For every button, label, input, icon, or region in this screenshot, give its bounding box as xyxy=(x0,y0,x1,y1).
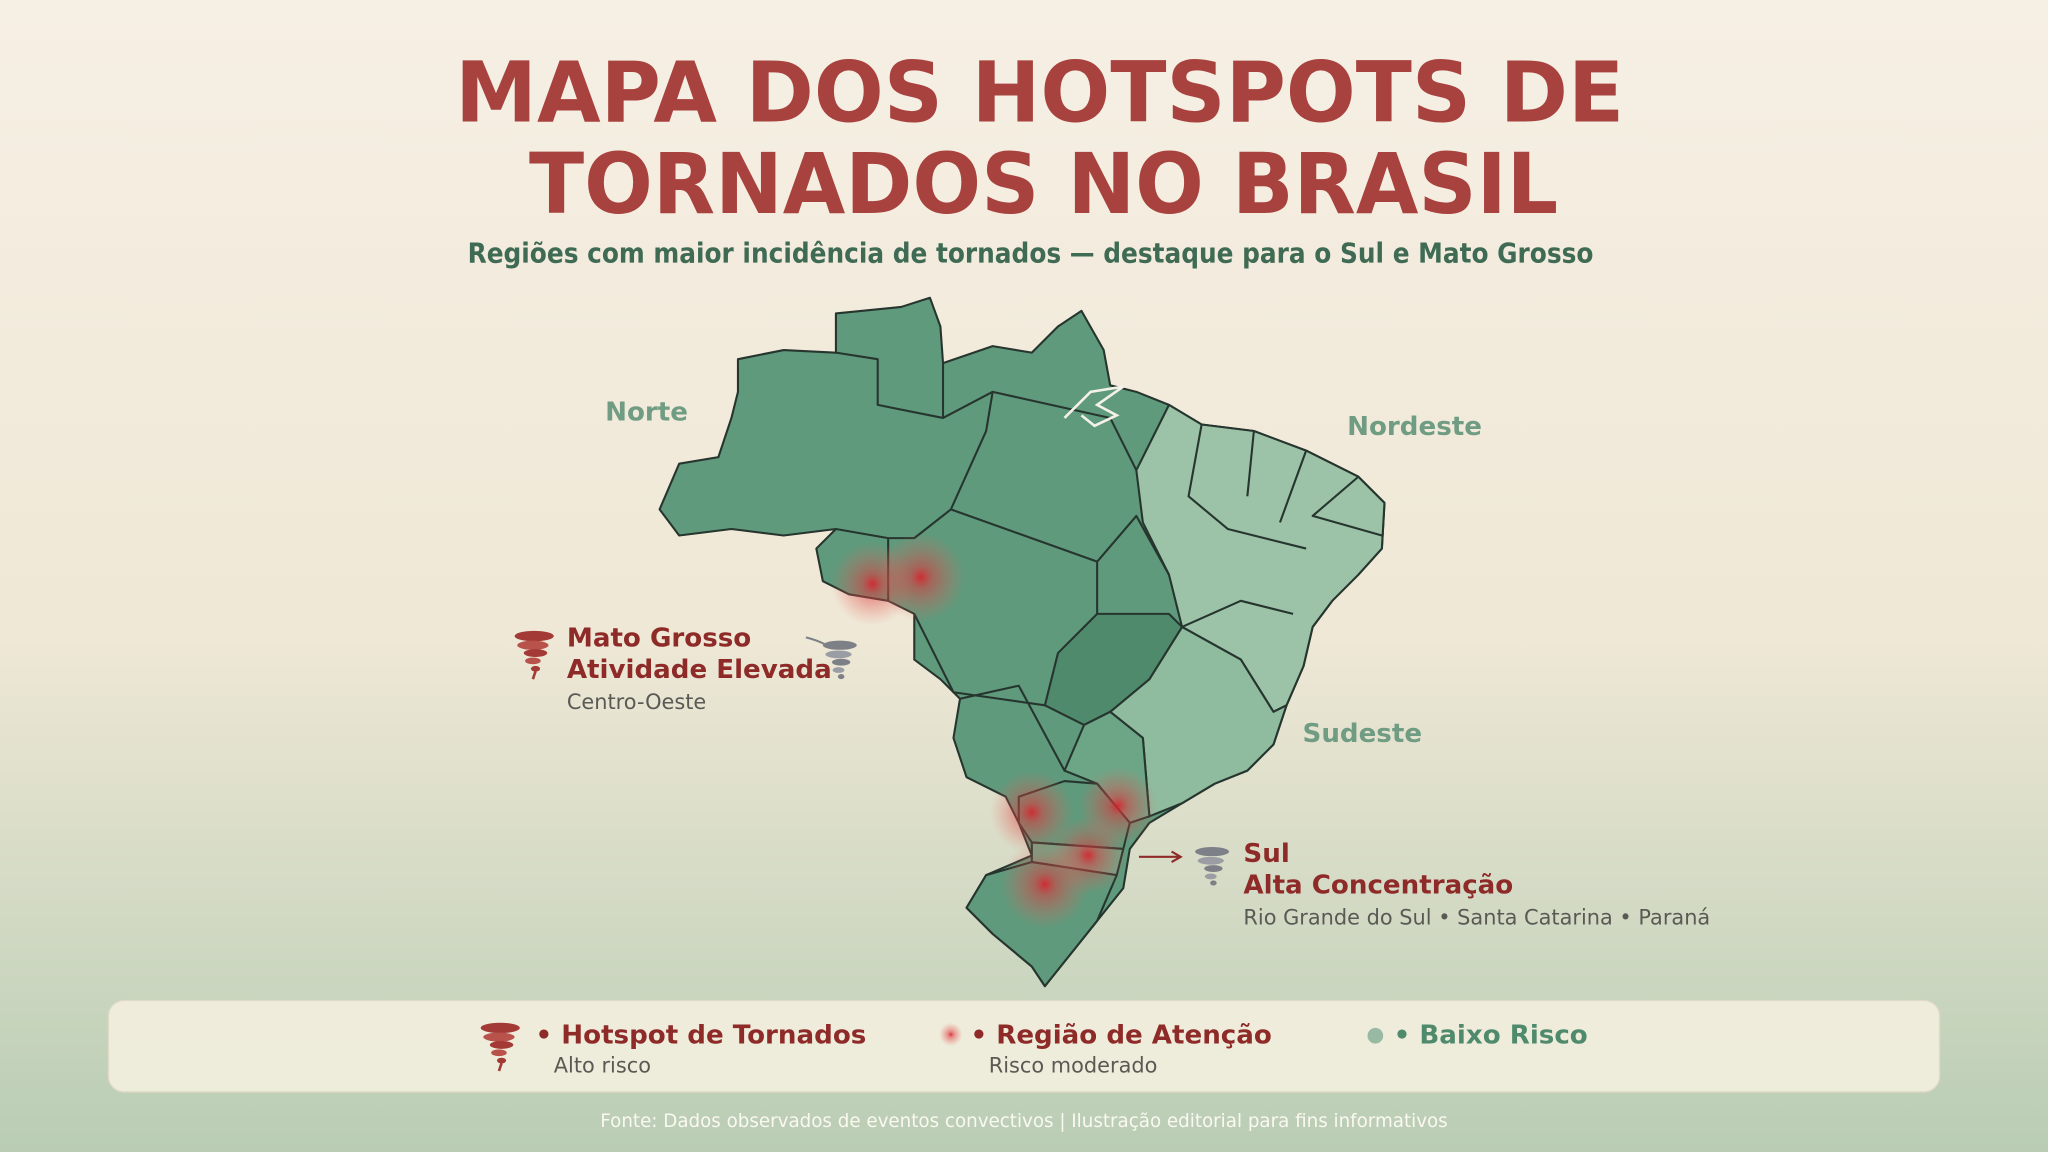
hotspot xyxy=(876,532,966,622)
hotspots xyxy=(830,532,1158,929)
legend-icon xyxy=(939,1022,963,1047)
source: Fonte: Dados observados de eventos conve… xyxy=(600,1111,1447,1132)
legend-label: • Baixo Risco xyxy=(1394,1021,1588,1051)
callout-heading: Alta Concentração xyxy=(1243,870,1513,900)
arrow xyxy=(1138,850,1183,863)
callout-heading: Atividade Elevada xyxy=(567,655,832,685)
region-label: Sudeste xyxy=(1303,719,1423,749)
hotspot xyxy=(1000,839,1090,929)
callout-detail: Rio Grande do Sul • Santa Catarina • Par… xyxy=(1243,906,1710,930)
legend-note: Risco moderado xyxy=(989,1053,1158,1077)
title-line: MAPA DOS HOTSPOTS DE xyxy=(455,43,1624,141)
callout-title: Mato Grosso xyxy=(567,624,751,654)
hotspot xyxy=(990,770,1074,855)
legend-panel xyxy=(107,999,1941,1093)
callout-detail: Centro-Oeste xyxy=(567,690,706,714)
subtitle: Regiões com maior incidência de tornados… xyxy=(468,239,1594,270)
region-label: Norte xyxy=(605,398,688,428)
region-label: Nordeste xyxy=(1347,412,1482,442)
legend-label: • Hotspot de Tornados xyxy=(536,1021,867,1051)
title-line: TORNADOS NO BRASIL xyxy=(529,135,1558,233)
legend-label: • Região de Atenção xyxy=(970,1021,1271,1051)
legend-note: Alto risco xyxy=(554,1053,651,1077)
callout-title: Sul xyxy=(1243,839,1289,869)
legend-icon xyxy=(1367,1027,1384,1044)
